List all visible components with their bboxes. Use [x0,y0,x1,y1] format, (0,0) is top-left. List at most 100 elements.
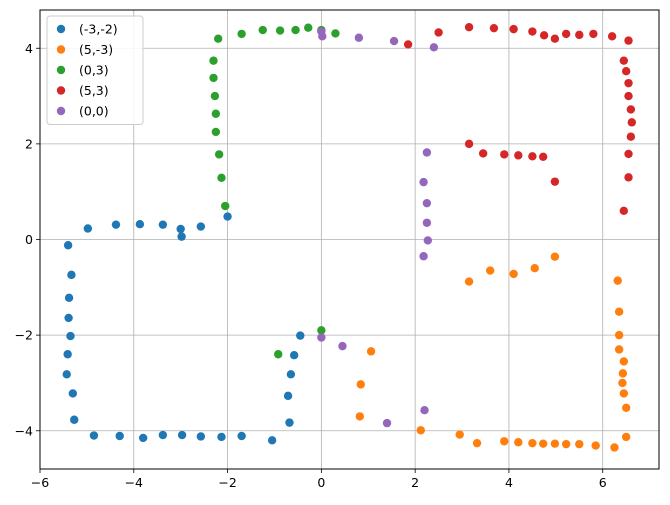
data-point [209,73,218,83]
data-point [422,218,432,227]
data-point [538,152,548,161]
data-point [237,29,246,39]
data-point [416,426,425,435]
data-point [429,43,439,52]
data-point [614,345,624,354]
data-point [258,25,267,35]
data-point [621,403,631,412]
data-point [209,56,218,65]
data-point [382,418,392,428]
data-point [158,220,168,229]
data-point [223,212,232,221]
data-point [550,177,560,186]
data-point [176,224,185,234]
data-point [423,236,433,245]
x-tick-label: 2 [411,475,419,490]
legend-marker [56,24,66,34]
axis-ticks: −6 −4 −2 0 2 4 6 −4 −2 0 2 4 [15,41,607,490]
data-point [331,29,340,38]
data-point [115,431,124,441]
data-point [64,293,74,303]
data-point [575,439,584,449]
legend-label: (0,3) [79,63,109,78]
data-point [607,32,617,41]
data-point [472,438,482,448]
data-point [214,150,224,159]
legend-marker [56,86,66,95]
data-point [627,118,637,127]
data-point [213,34,223,43]
data-point [63,350,72,359]
data-point [464,277,474,286]
data-point [296,331,305,340]
data-point [291,25,300,35]
x-tick-label: −4 [125,475,143,490]
data-point [422,198,432,208]
data-point [514,438,523,447]
data-point [196,222,206,231]
data-point [338,341,347,351]
data-point [619,206,629,216]
data-point [550,439,560,448]
data-point [550,252,560,261]
data-point [66,331,75,341]
data-point [509,269,518,279]
data-point [283,391,293,401]
data-point [624,91,633,101]
data-point [111,220,121,229]
data-point [619,357,629,366]
y-tick-label: 2 [25,136,33,151]
data-point [70,415,79,424]
legend-label: (0,0) [79,104,109,119]
data-point [624,78,633,88]
data-point [500,437,509,446]
data-point [528,438,537,448]
data-point [217,432,226,442]
data-point [135,220,145,229]
data-point [575,30,584,40]
series-0 [62,212,305,445]
legend: (-3,-2) (5,-3) (0,3) (5,3) (0,0) [46,15,144,125]
y-tick-label: −2 [15,328,33,343]
data-point [538,439,548,448]
data-point [318,32,327,41]
data-point [422,148,432,157]
data-point [464,23,474,32]
data-point [354,33,364,42]
data-point [67,270,76,280]
data-point [68,389,78,398]
data-point [614,307,624,316]
data-point [89,431,99,440]
data-point [528,27,537,36]
legend-marker [56,45,66,54]
legend-marker [56,65,66,75]
data-point [589,29,598,39]
data-point [464,139,474,149]
data-point [158,430,168,440]
data-point [62,370,71,379]
legend-box [46,15,144,125]
x-tick-label: 6 [599,475,607,490]
data-point [561,439,571,449]
x-tick-label: 4 [505,475,513,490]
series-3 [403,23,637,216]
data-point [356,380,365,389]
data-point [210,91,220,101]
data-point [83,224,93,233]
data-point [610,443,619,452]
data-point [528,152,537,161]
data-point [539,31,549,40]
data-point [619,389,629,398]
data-point [237,431,246,441]
data-point [211,109,221,118]
data-point [419,177,428,187]
data-point [500,150,509,159]
data-point [196,432,206,441]
y-tick-label: 4 [25,41,33,56]
data-point [434,28,443,37]
data-point [289,351,299,360]
data-point [591,441,600,450]
data-point [317,333,326,342]
x-tick-label: −2 [218,475,236,490]
